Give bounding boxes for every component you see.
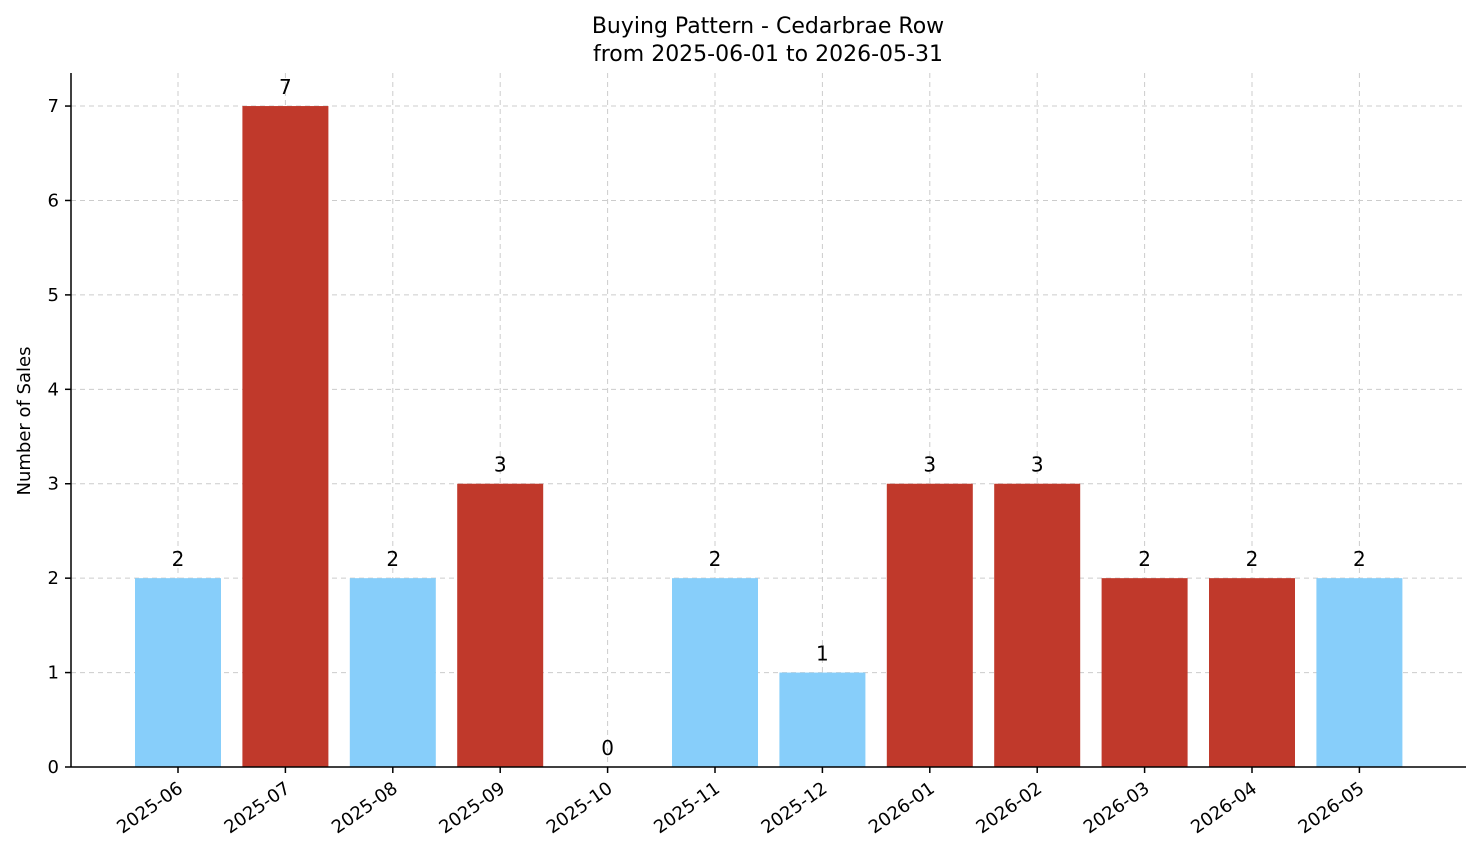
bar-2025-12 (779, 672, 866, 767)
y-axis-label: Number of Sales (14, 346, 35, 495)
value-label-2026-02: 3 (1031, 453, 1044, 477)
x-tick-label-2026-05: 2026-05 (1295, 778, 1369, 838)
y-tick-label-6: 6 (48, 190, 59, 211)
x-tick-label-2025-12: 2025-12 (758, 778, 832, 838)
value-label-2025-10: 0 (601, 736, 614, 760)
y-tick-label-1: 1 (48, 663, 59, 684)
y-tick-label-4: 4 (48, 379, 59, 400)
value-label-2025-12: 1 (816, 642, 829, 666)
bars (135, 106, 1403, 768)
x-tick-label-2025-07: 2025-07 (221, 778, 295, 838)
bar-2025-11 (672, 578, 758, 767)
bar-2025-07 (242, 106, 329, 768)
value-label-2025-08: 2 (386, 547, 399, 571)
value-label-2026-05: 2 (1353, 547, 1366, 571)
bar-2026-04 (1209, 578, 1295, 767)
bar-2026-02 (994, 483, 1081, 767)
value-label-2026-04: 2 (1246, 547, 1259, 571)
chart-title: Buying Pattern - Cedarbrae Row (592, 14, 944, 39)
bar-2026-03 (1101, 578, 1188, 767)
x-tick-label-2025-11: 2025-11 (650, 778, 724, 838)
value-label-2025-09: 3 (494, 453, 507, 477)
x-tick-label-2026-02: 2026-02 (972, 778, 1046, 838)
x-tick-label-2025-06: 2025-06 (113, 778, 187, 838)
chart-subtitle: from 2025-06-01 to 2026-05-31 (593, 42, 943, 67)
value-label-2025-11: 2 (709, 547, 722, 571)
value-labels: 2 7 2 3 0 2 1 3 3 2 2 2 (172, 75, 1366, 760)
x-tick-label-2025-08: 2025-08 (328, 778, 402, 838)
x-tick-label-2025-09: 2025-09 (435, 778, 509, 838)
x-tick-label-2026-01: 2026-01 (865, 778, 939, 838)
value-label-2026-01: 3 (923, 453, 936, 477)
y-tick-label-3: 3 (48, 474, 59, 495)
bar-2025-09 (457, 483, 544, 767)
bar-2026-05 (1316, 578, 1403, 767)
x-tick-label-2026-03: 2026-03 (1080, 778, 1154, 838)
bar-2025-08 (349, 578, 436, 767)
bar-2026-01 (886, 483, 973, 767)
y-tick-label-2: 2 (48, 568, 59, 589)
y-tick-label-7: 7 (48, 96, 59, 117)
y-tick-label-5: 5 (48, 285, 59, 306)
value-label-2025-06: 2 (172, 547, 185, 571)
x-tick-label-2026-04: 2026-04 (1187, 778, 1261, 838)
value-label-2026-03: 2 (1138, 547, 1151, 571)
x-tick-label-2025-10: 2025-10 (543, 778, 617, 838)
y-tick-label-0: 0 (48, 757, 59, 778)
value-label-2025-07: 7 (279, 75, 292, 99)
bar-2025-06 (135, 578, 221, 767)
